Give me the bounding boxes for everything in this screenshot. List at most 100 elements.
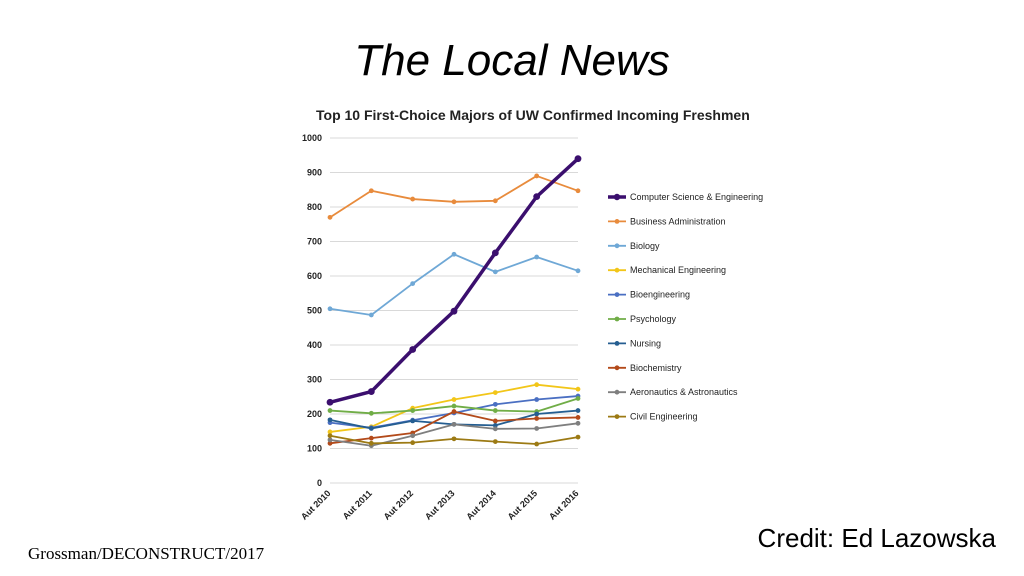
x-tick-label: Aut 2010 bbox=[299, 488, 333, 522]
data-point bbox=[326, 398, 334, 406]
data-point bbox=[451, 409, 457, 414]
series-9 bbox=[327, 433, 581, 447]
data-point bbox=[533, 193, 541, 201]
legend-item: Nursing bbox=[608, 338, 661, 348]
data-point bbox=[327, 429, 333, 435]
legend-label: Aeronautics & Astronautics bbox=[630, 387, 738, 397]
data-point bbox=[492, 422, 498, 428]
axes: 0 100 200 300 400 500 600 700 800 900 1000 Aut 2010… bbox=[299, 133, 581, 522]
slide-title: The Local News bbox=[354, 36, 670, 85]
data-point bbox=[575, 396, 581, 401]
data-point bbox=[574, 155, 582, 163]
data-point bbox=[451, 251, 457, 257]
x-tick-label: Aut 2016 bbox=[547, 488, 581, 522]
x-tick-label: Aut 2014 bbox=[464, 488, 498, 522]
x-tick-label: Aut 2013 bbox=[423, 488, 457, 522]
line-chart: Top 10 First-Choice Majors of UW Confirm… bbox=[299, 107, 763, 522]
data-point bbox=[451, 397, 457, 402]
data-point bbox=[410, 281, 416, 286]
x-tick-label: Aut 2011 bbox=[341, 488, 374, 521]
data-point bbox=[492, 408, 498, 413]
y-tick-label: 300 bbox=[307, 375, 322, 385]
y-tick-label: 0 bbox=[317, 478, 322, 488]
y-tick-label: 800 bbox=[307, 202, 322, 212]
data-point bbox=[575, 434, 581, 440]
series-line bbox=[329, 157, 580, 404]
legend-label: Biology bbox=[630, 241, 660, 251]
series-1 bbox=[327, 173, 581, 220]
legend-marker bbox=[614, 414, 620, 419]
y-tick-label: 500 bbox=[307, 306, 322, 316]
data-point bbox=[492, 426, 498, 432]
data-point bbox=[327, 433, 333, 439]
data-point bbox=[410, 418, 416, 424]
legend-item: Mechanical Engineering bbox=[608, 265, 726, 275]
legend-label: Psychology bbox=[630, 314, 677, 324]
data-point bbox=[575, 408, 581, 413]
data-point bbox=[534, 426, 540, 431]
legend: Computer Science & Engineering Business A… bbox=[608, 192, 763, 422]
data-point bbox=[575, 415, 581, 420]
legend-label: Computer Science & Engineering bbox=[630, 192, 763, 202]
data-point bbox=[327, 417, 333, 423]
legend-marker bbox=[613, 193, 621, 201]
series-8 bbox=[327, 420, 581, 449]
data-point bbox=[410, 433, 416, 439]
data-point bbox=[451, 199, 457, 205]
y-tick-label: 900 bbox=[307, 168, 322, 178]
legend-item: Biochemistry bbox=[608, 363, 682, 373]
legend-label: Biochemistry bbox=[630, 363, 682, 373]
data-point bbox=[451, 403, 457, 409]
data-point bbox=[327, 440, 333, 446]
data-point bbox=[575, 188, 581, 194]
legend-label: Nursing bbox=[630, 338, 661, 348]
data-point bbox=[492, 390, 498, 396]
legend-item: Aeronautics & Astronautics bbox=[608, 387, 738, 397]
data-point bbox=[450, 307, 458, 315]
data-point bbox=[368, 312, 374, 318]
legend-item: Biology bbox=[608, 241, 660, 251]
data-point bbox=[575, 386, 581, 392]
legend-label: Civil Engineering bbox=[630, 412, 698, 422]
data-point bbox=[492, 418, 498, 424]
data-point bbox=[534, 411, 540, 417]
legend-item: Civil Engineering bbox=[608, 412, 698, 422]
series-line bbox=[329, 253, 579, 316]
data-point bbox=[367, 388, 375, 395]
legend-item: Computer Science & Engineering bbox=[608, 192, 763, 202]
data-point bbox=[492, 401, 498, 407]
chart-container: Top 10 First-Choice Majors of UW Confirm… bbox=[290, 100, 790, 530]
data-point bbox=[492, 439, 498, 444]
legend-marker bbox=[614, 243, 620, 249]
data-point bbox=[410, 440, 416, 446]
legend-marker bbox=[614, 267, 620, 273]
data-point bbox=[368, 426, 374, 431]
y-tick-label: 600 bbox=[307, 271, 322, 281]
data-point bbox=[534, 382, 540, 388]
legend-marker bbox=[614, 389, 620, 395]
data-point bbox=[327, 408, 333, 413]
series-7 bbox=[327, 409, 581, 446]
y-tick-label: 200 bbox=[307, 409, 322, 419]
data-point bbox=[534, 441, 540, 447]
data-point bbox=[534, 173, 540, 179]
y-tick-label: 400 bbox=[307, 340, 322, 350]
data-point bbox=[410, 196, 416, 202]
data-point bbox=[575, 420, 581, 426]
legend-marker bbox=[614, 341, 620, 346]
y-tick-label: 700 bbox=[307, 237, 322, 247]
data-point bbox=[368, 410, 374, 416]
data-point bbox=[327, 306, 333, 312]
x-tick-label: Aut 2012 bbox=[382, 488, 416, 522]
legend-label: Mechanical Engineering bbox=[630, 265, 726, 275]
data-point bbox=[368, 188, 374, 194]
data-point bbox=[327, 214, 333, 220]
legend-item: Bioengineering bbox=[608, 290, 690, 300]
legend-marker bbox=[614, 316, 620, 322]
chart-title: Top 10 First-Choice Majors of UW Confirm… bbox=[316, 107, 750, 123]
series-line bbox=[329, 175, 579, 219]
series-0 bbox=[326, 155, 582, 406]
legend-marker bbox=[614, 219, 620, 224]
data-point bbox=[575, 268, 581, 274]
data-point bbox=[491, 249, 499, 257]
